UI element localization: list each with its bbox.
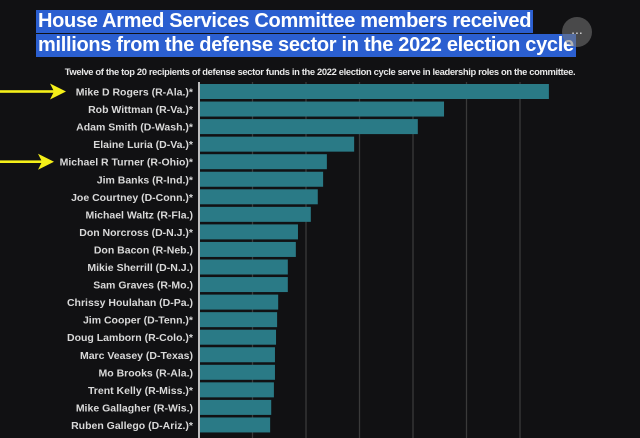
category-label: Rob Wittman (R-Va.)*	[88, 104, 194, 116]
title-line-2: millions from the defense sector in the …	[36, 34, 576, 57]
category-label: Don Bacon (R-Neb.)	[94, 244, 193, 256]
bar	[200, 259, 288, 275]
title-line-1: House Armed Services Committee members r…	[36, 10, 534, 33]
category-label: Don Norcross (D-N.J.)*	[79, 227, 194, 239]
bar	[200, 119, 418, 135]
category-label: Mikie Sherrill (D-N.J.)	[87, 262, 193, 274]
category-label: Marc Veasey (D-Texas)	[80, 350, 193, 362]
annotation-arrows	[0, 83, 66, 170]
category-label: Michael Waltz (R-Fla.)	[85, 209, 193, 221]
bar	[200, 347, 275, 363]
category-label: Sam Graves (R-Mo.)	[93, 280, 193, 292]
bar	[200, 224, 298, 240]
bar	[200, 399, 272, 415]
bar	[200, 382, 274, 398]
category-label: Joe Courtney (D-Conn.)*	[71, 192, 194, 204]
chart-subtitle: Twelve of the top 20 recipients of defen…	[64, 66, 576, 77]
category-label: Mike D Rogers (R-Ala.)*	[76, 87, 194, 99]
bar	[200, 241, 296, 257]
bar	[200, 136, 355, 152]
bar	[200, 329, 277, 345]
gridlines	[251, 82, 521, 438]
category-label: Elaine Luria (D-Va.)*	[93, 139, 194, 151]
category-label: Adam Smith (D-Wash.)*	[76, 122, 194, 134]
bar	[200, 154, 327, 170]
bar	[200, 189, 318, 205]
category-label: Doug Lamborn (R-Colo.)*	[67, 332, 194, 344]
category-label: Ruben Gallego (D-Ariz.)*	[71, 420, 194, 432]
bar	[200, 206, 311, 222]
bar	[200, 101, 445, 117]
arrow-icon	[0, 83, 66, 100]
category-label: Mo Brooks (R-Ala.)	[99, 367, 194, 379]
bars	[200, 84, 549, 433]
category-label: Chrissy Houlahan (D-Pa.)	[67, 297, 193, 309]
bar	[200, 84, 549, 99]
bar	[200, 294, 279, 310]
bar	[200, 171, 324, 187]
category-label: Jim Cooper (D-Tenn.)*	[83, 315, 194, 327]
category-label: Trent Kelly (R-Miss.)*	[88, 385, 194, 397]
bar	[200, 277, 288, 293]
category-label: Michael R Turner (R-Ohio)*	[60, 157, 194, 169]
bar	[200, 312, 278, 328]
more-options-button[interactable]: ...	[562, 17, 592, 47]
arrow-icon	[0, 153, 54, 170]
category-label: Mike Gallagher (R-Wis.)	[76, 402, 193, 414]
category-label: Jim Banks (R-Ind.)*	[97, 174, 194, 186]
bar	[200, 417, 271, 433]
category-labels: Mike D Rogers (R-Ala.)* Rob Wittman (R-Va…	[60, 87, 194, 432]
bar	[200, 364, 275, 380]
